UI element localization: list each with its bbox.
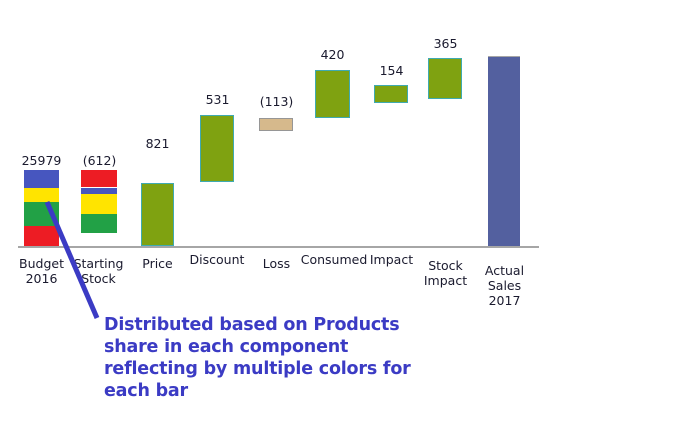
category-label-consumed: Consumed bbox=[300, 252, 368, 267]
annotation-line-3: reflecting by multiple colors for bbox=[104, 359, 411, 379]
category-axis-line bbox=[18, 246, 539, 248]
bar-stock-impact[interactable] bbox=[428, 58, 462, 99]
bar-actual-sales-2017[interactable] bbox=[488, 56, 520, 246]
bar-budget-2016-yellow-segment[interactable] bbox=[24, 188, 59, 202]
bar-starting-stock-green-segment[interactable] bbox=[81, 214, 117, 233]
bar-starting-stock-blue-segment[interactable] bbox=[81, 188, 117, 194]
bar-budget-2016-blue-segment[interactable] bbox=[24, 170, 59, 188]
category-label-stock-impact: Stock Impact bbox=[423, 258, 468, 288]
value-label-consumed: 420 bbox=[320, 47, 345, 62]
bar-starting-stock-red-segment[interactable] bbox=[81, 170, 117, 187]
bar-impact[interactable] bbox=[374, 85, 408, 103]
annotation-line-2: share in each component bbox=[104, 337, 349, 357]
value-label-starting-stock: (612) bbox=[82, 153, 117, 168]
category-label-budget-2016: Budget 2016 bbox=[19, 256, 64, 286]
bar-consumed[interactable] bbox=[315, 70, 350, 118]
bar-budget-2016-red-segment[interactable] bbox=[24, 226, 59, 246]
value-label-impact: 154 bbox=[379, 63, 404, 78]
bar-starting-stock[interactable] bbox=[81, 170, 117, 233]
category-label-loss: Loss bbox=[262, 256, 291, 271]
bar-starting-stock-yellow-segment[interactable] bbox=[81, 194, 117, 214]
bar-budget-2016-green-segment[interactable] bbox=[24, 202, 59, 226]
annotation-line-4: each bar bbox=[104, 381, 188, 401]
bar-loss[interactable] bbox=[259, 118, 293, 131]
annotation-text-block: Distributed based on Products share in e… bbox=[104, 314, 464, 402]
value-label-budget-2016: 25979 bbox=[21, 153, 62, 168]
annotation-line-1: Distributed based on Products bbox=[104, 315, 400, 335]
value-label-stock-impact: 365 bbox=[433, 36, 458, 51]
category-label-actual-sales-2017: Actual Sales 2017 bbox=[484, 263, 525, 308]
category-label-price: Price bbox=[142, 256, 173, 271]
value-label-loss: (113) bbox=[259, 94, 294, 109]
category-label-impact: Impact bbox=[369, 252, 414, 267]
category-label-discount: Discount bbox=[189, 252, 245, 267]
value-label-discount: 531 bbox=[205, 92, 230, 107]
bar-budget-2016[interactable] bbox=[24, 170, 59, 246]
category-label-starting-stock: Starting Stock bbox=[73, 256, 124, 286]
value-label-price: 821 bbox=[145, 136, 170, 151]
bar-price[interactable] bbox=[141, 183, 174, 246]
bar-discount[interactable] bbox=[200, 115, 234, 182]
